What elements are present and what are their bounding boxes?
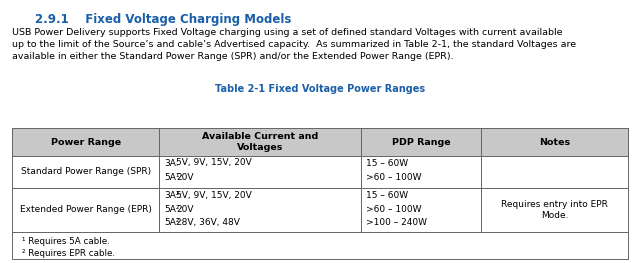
Text: USB Power Delivery supports Fixed Voltage charging using a set of defined standa: USB Power Delivery supports Fixed Voltag… xyxy=(12,28,576,61)
Bar xyxy=(12,232,628,259)
Bar xyxy=(159,156,361,188)
Bar xyxy=(361,129,481,156)
Text: 28V, 36V, 48V: 28V, 36V, 48V xyxy=(176,218,240,227)
Text: Notes: Notes xyxy=(539,138,570,147)
Bar xyxy=(361,156,481,188)
Text: 15 – 60W: 15 – 60W xyxy=(366,191,408,200)
Text: 5A¹:: 5A¹: xyxy=(164,173,182,181)
Text: >100 – 240W: >100 – 240W xyxy=(366,218,427,227)
Bar xyxy=(481,129,628,156)
Text: 3A:: 3A: xyxy=(164,159,179,168)
Text: Table 2-1 Fixed Voltage Power Ranges: Table 2-1 Fixed Voltage Power Ranges xyxy=(215,84,425,94)
Text: >60 – 100W: >60 – 100W xyxy=(366,205,422,214)
Text: Available Current and
Voltages: Available Current and Voltages xyxy=(202,132,318,152)
Text: Power Range: Power Range xyxy=(51,138,121,147)
Bar xyxy=(159,188,361,232)
Bar xyxy=(12,129,159,156)
Text: 5A²:: 5A²: xyxy=(164,218,182,227)
Bar xyxy=(361,188,481,232)
Text: 3A²:: 3A²: xyxy=(164,191,182,200)
Text: 5V, 9V, 15V, 20V: 5V, 9V, 15V, 20V xyxy=(176,191,252,200)
Text: Standard Power Range (SPR): Standard Power Range (SPR) xyxy=(20,168,150,176)
Bar xyxy=(12,188,159,232)
Text: 20V: 20V xyxy=(176,205,194,214)
Text: 5A²:: 5A²: xyxy=(164,205,182,214)
Bar xyxy=(159,129,361,156)
Bar xyxy=(12,156,159,188)
Text: 20V: 20V xyxy=(176,173,194,181)
Bar xyxy=(12,129,159,156)
Text: Requires entry into EPR
Mode.: Requires entry into EPR Mode. xyxy=(501,200,608,220)
Text: >60 – 100W: >60 – 100W xyxy=(366,173,422,181)
Text: ¹ Requires 5A cable.: ¹ Requires 5A cable. xyxy=(22,237,109,246)
Text: 15 – 60W: 15 – 60W xyxy=(366,159,408,168)
Bar xyxy=(481,188,628,232)
Bar xyxy=(481,156,628,188)
Text: 5V, 9V, 15V, 20V: 5V, 9V, 15V, 20V xyxy=(176,159,252,168)
Text: 2.9.1    Fixed Voltage Charging Models: 2.9.1 Fixed Voltage Charging Models xyxy=(35,13,291,26)
Text: Extended Power Range (EPR): Extended Power Range (EPR) xyxy=(20,205,152,215)
Text: ² Requires EPR cable.: ² Requires EPR cable. xyxy=(22,250,115,259)
Bar xyxy=(361,129,481,156)
Bar xyxy=(481,129,628,156)
Text: PDP Range: PDP Range xyxy=(392,138,451,147)
Bar xyxy=(159,129,361,156)
